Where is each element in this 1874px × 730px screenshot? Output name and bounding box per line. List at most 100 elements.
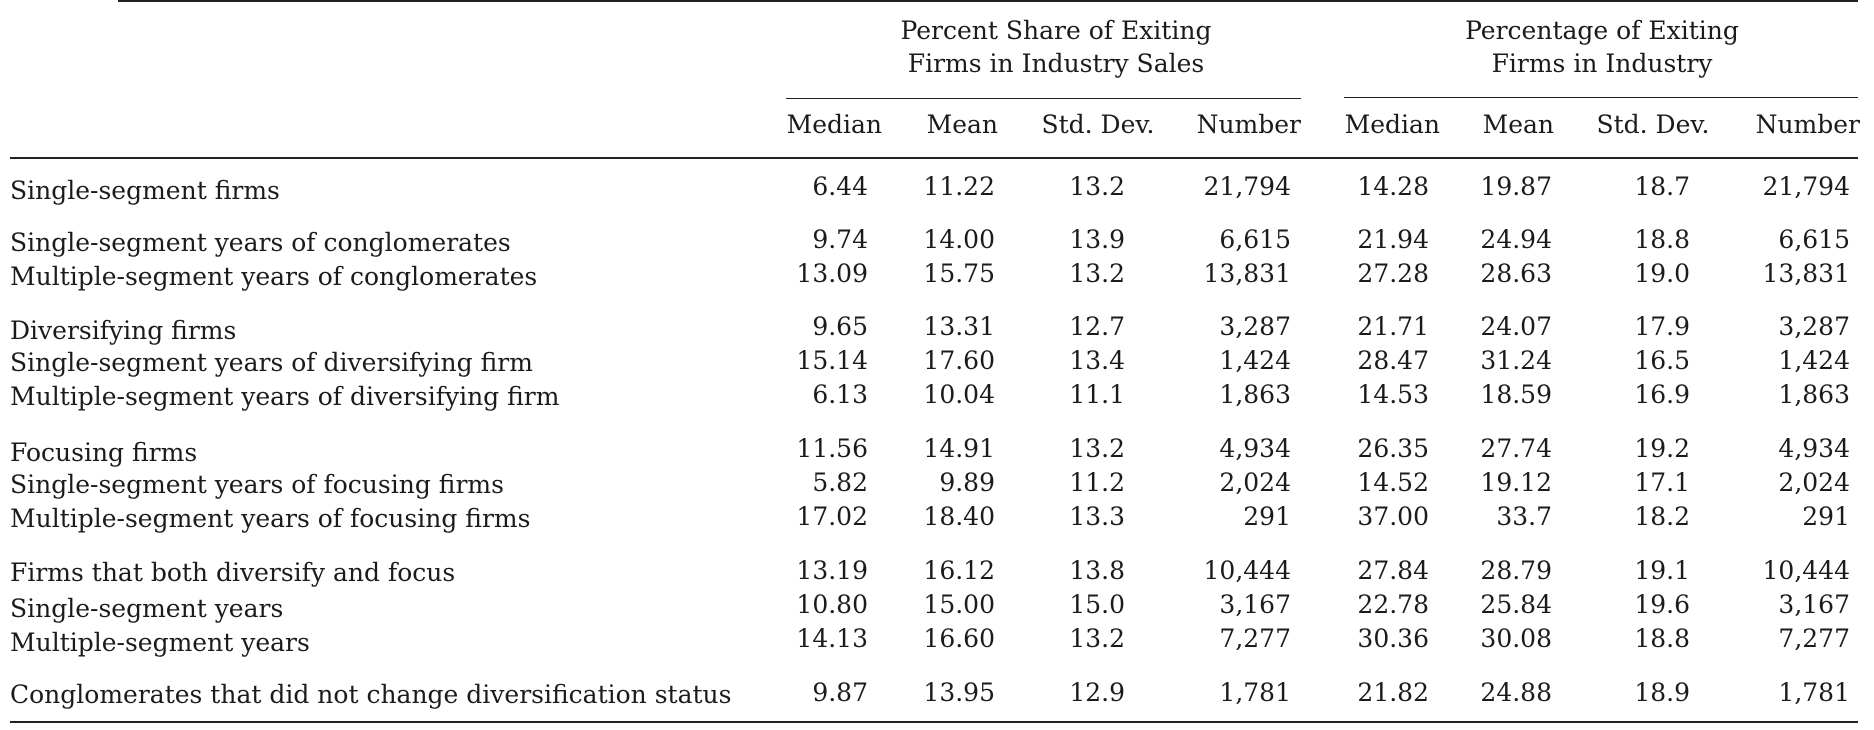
- table-cell: 14.28: [1357, 172, 1429, 201]
- row-label: Conglomerates that did not change divers…: [10, 680, 732, 709]
- table-cell: 24.94: [1480, 225, 1552, 254]
- group-header-line: Percentage of Exiting: [1465, 16, 1739, 45]
- table-cell: 11.2: [1069, 468, 1125, 497]
- table-cell: 14.13: [796, 624, 868, 653]
- table-cell: 14.00: [923, 225, 995, 254]
- table-cell: 6,615: [1778, 225, 1850, 254]
- column-header: Std. Dev.: [1596, 110, 1710, 139]
- table-cell: 27.84: [1357, 556, 1429, 585]
- group-header-line: Percent Share of Exiting: [900, 16, 1212, 45]
- table-cell: 17.02: [796, 502, 868, 531]
- table-cell: 15.14: [796, 346, 868, 375]
- group-header-line: Firms in Industry Sales: [907, 49, 1205, 78]
- column-header: Number: [1196, 110, 1301, 139]
- table-cell: 18.8: [1634, 624, 1690, 653]
- table-cell: 2,024: [1219, 468, 1291, 497]
- row-label: Single-segment years of diversifying fir…: [10, 348, 533, 377]
- group-header-line: Firms in Industry: [1491, 49, 1713, 78]
- table-cell: 13.9: [1069, 225, 1125, 254]
- group-header-sales: Percent Share of Exiting Firms in Indust…: [786, 14, 1326, 80]
- table-cell: 291: [1802, 502, 1850, 531]
- table-cell: 21,794: [1203, 172, 1291, 201]
- group-header-firms: Percentage of Exiting Firms in Industry: [1342, 14, 1862, 80]
- row-label: Single-segment years of conglomerates: [10, 228, 511, 257]
- table-cell: 13,831: [1762, 259, 1850, 288]
- table-cell: 13.2: [1069, 259, 1125, 288]
- table-cell: 4,934: [1219, 434, 1291, 463]
- table-cell: 27.74: [1480, 434, 1552, 463]
- table-cell: 3,287: [1778, 312, 1850, 341]
- table-cell: 5.82: [812, 468, 868, 497]
- table-cell: 28.47: [1357, 346, 1429, 375]
- table-cell: 22.78: [1357, 590, 1429, 619]
- table-cell: 26.35: [1357, 434, 1429, 463]
- table-cell: 12.9: [1069, 678, 1125, 707]
- table-cell: 13.31: [923, 312, 995, 341]
- table-cell: 7,277: [1219, 624, 1291, 653]
- table-cell: 18.2: [1634, 502, 1690, 531]
- column-header: Median: [1344, 110, 1440, 139]
- table-cell: 19.87: [1480, 172, 1552, 201]
- table-cell: 3,167: [1219, 590, 1291, 619]
- table-cell: 21.82: [1357, 678, 1429, 707]
- table-cell: 30.08: [1480, 624, 1552, 653]
- table-cell: 31.24: [1480, 346, 1552, 375]
- table-cell: 1,781: [1778, 678, 1850, 707]
- table-cell: 10.80: [796, 590, 868, 619]
- table-cell: 10.04: [923, 380, 995, 409]
- table-cell: 13.4: [1069, 346, 1125, 375]
- table-cell: 16.5: [1634, 346, 1690, 375]
- table-cell: 13.3: [1069, 502, 1125, 531]
- row-label: Single-segment years: [10, 594, 284, 623]
- table-cell: 4,934: [1778, 434, 1850, 463]
- table-cell: 13,831: [1203, 259, 1291, 288]
- table-cell: 17.1: [1634, 468, 1690, 497]
- table-cell: 16.12: [923, 556, 995, 585]
- table-cell: 1,781: [1219, 678, 1291, 707]
- table-cell: 2,024: [1778, 468, 1850, 497]
- table-cell: 13.2: [1069, 624, 1125, 653]
- table-cell: 19.6: [1634, 590, 1690, 619]
- table-cell: 10,444: [1762, 556, 1850, 585]
- table-cell: 17.60: [923, 346, 995, 375]
- table-cell: 19.1: [1634, 556, 1690, 585]
- table-cell: 6.44: [812, 172, 868, 201]
- table-cell: 3,287: [1219, 312, 1291, 341]
- table-cell: 25.84: [1480, 590, 1552, 619]
- group-underline-sales: [786, 98, 1301, 99]
- column-header: Std. Dev.: [1041, 110, 1155, 139]
- table-cell: 9.65: [812, 312, 868, 341]
- row-label: Single-segment firms: [10, 176, 280, 205]
- column-header: Median: [786, 110, 882, 139]
- table-cell: 16.9: [1634, 380, 1690, 409]
- table-cell: 19.12: [1480, 468, 1552, 497]
- row-label: Focusing firms: [10, 438, 198, 467]
- table-cell: 33.7: [1496, 502, 1552, 531]
- table-cell: 1,863: [1778, 380, 1850, 409]
- table-cell: 17.9: [1634, 312, 1690, 341]
- table-cell: 37.00: [1357, 502, 1429, 531]
- table-cell: 19.0: [1634, 259, 1690, 288]
- bottom-rule: [10, 721, 1858, 723]
- table-cell: 6,615: [1219, 225, 1291, 254]
- table-cell: 18.59: [1480, 380, 1552, 409]
- row-label: Diversifying firms: [10, 316, 237, 345]
- column-header: Number: [1755, 110, 1860, 139]
- row-label: Multiple-segment years of diversifying f…: [10, 382, 560, 411]
- table-cell: 13.95: [923, 678, 995, 707]
- table-cell: 13.8: [1069, 556, 1125, 585]
- table-cell: 21.94: [1357, 225, 1429, 254]
- table-cell: 21,794: [1762, 172, 1850, 201]
- table-cell: 21.71: [1357, 312, 1429, 341]
- table-cell: 14.52: [1357, 468, 1429, 497]
- table-cell: 9.89: [939, 468, 995, 497]
- row-label: Multiple-segment years: [10, 628, 310, 657]
- table-cell: 19.2: [1634, 434, 1690, 463]
- table-cell: 13.2: [1069, 434, 1125, 463]
- table-cell: 15.75: [923, 259, 995, 288]
- group-underline-firms: [1344, 97, 1858, 98]
- table-cell: 24.07: [1480, 312, 1552, 341]
- table-cell: 18.7: [1634, 172, 1690, 201]
- table-cell: 10,444: [1203, 556, 1291, 585]
